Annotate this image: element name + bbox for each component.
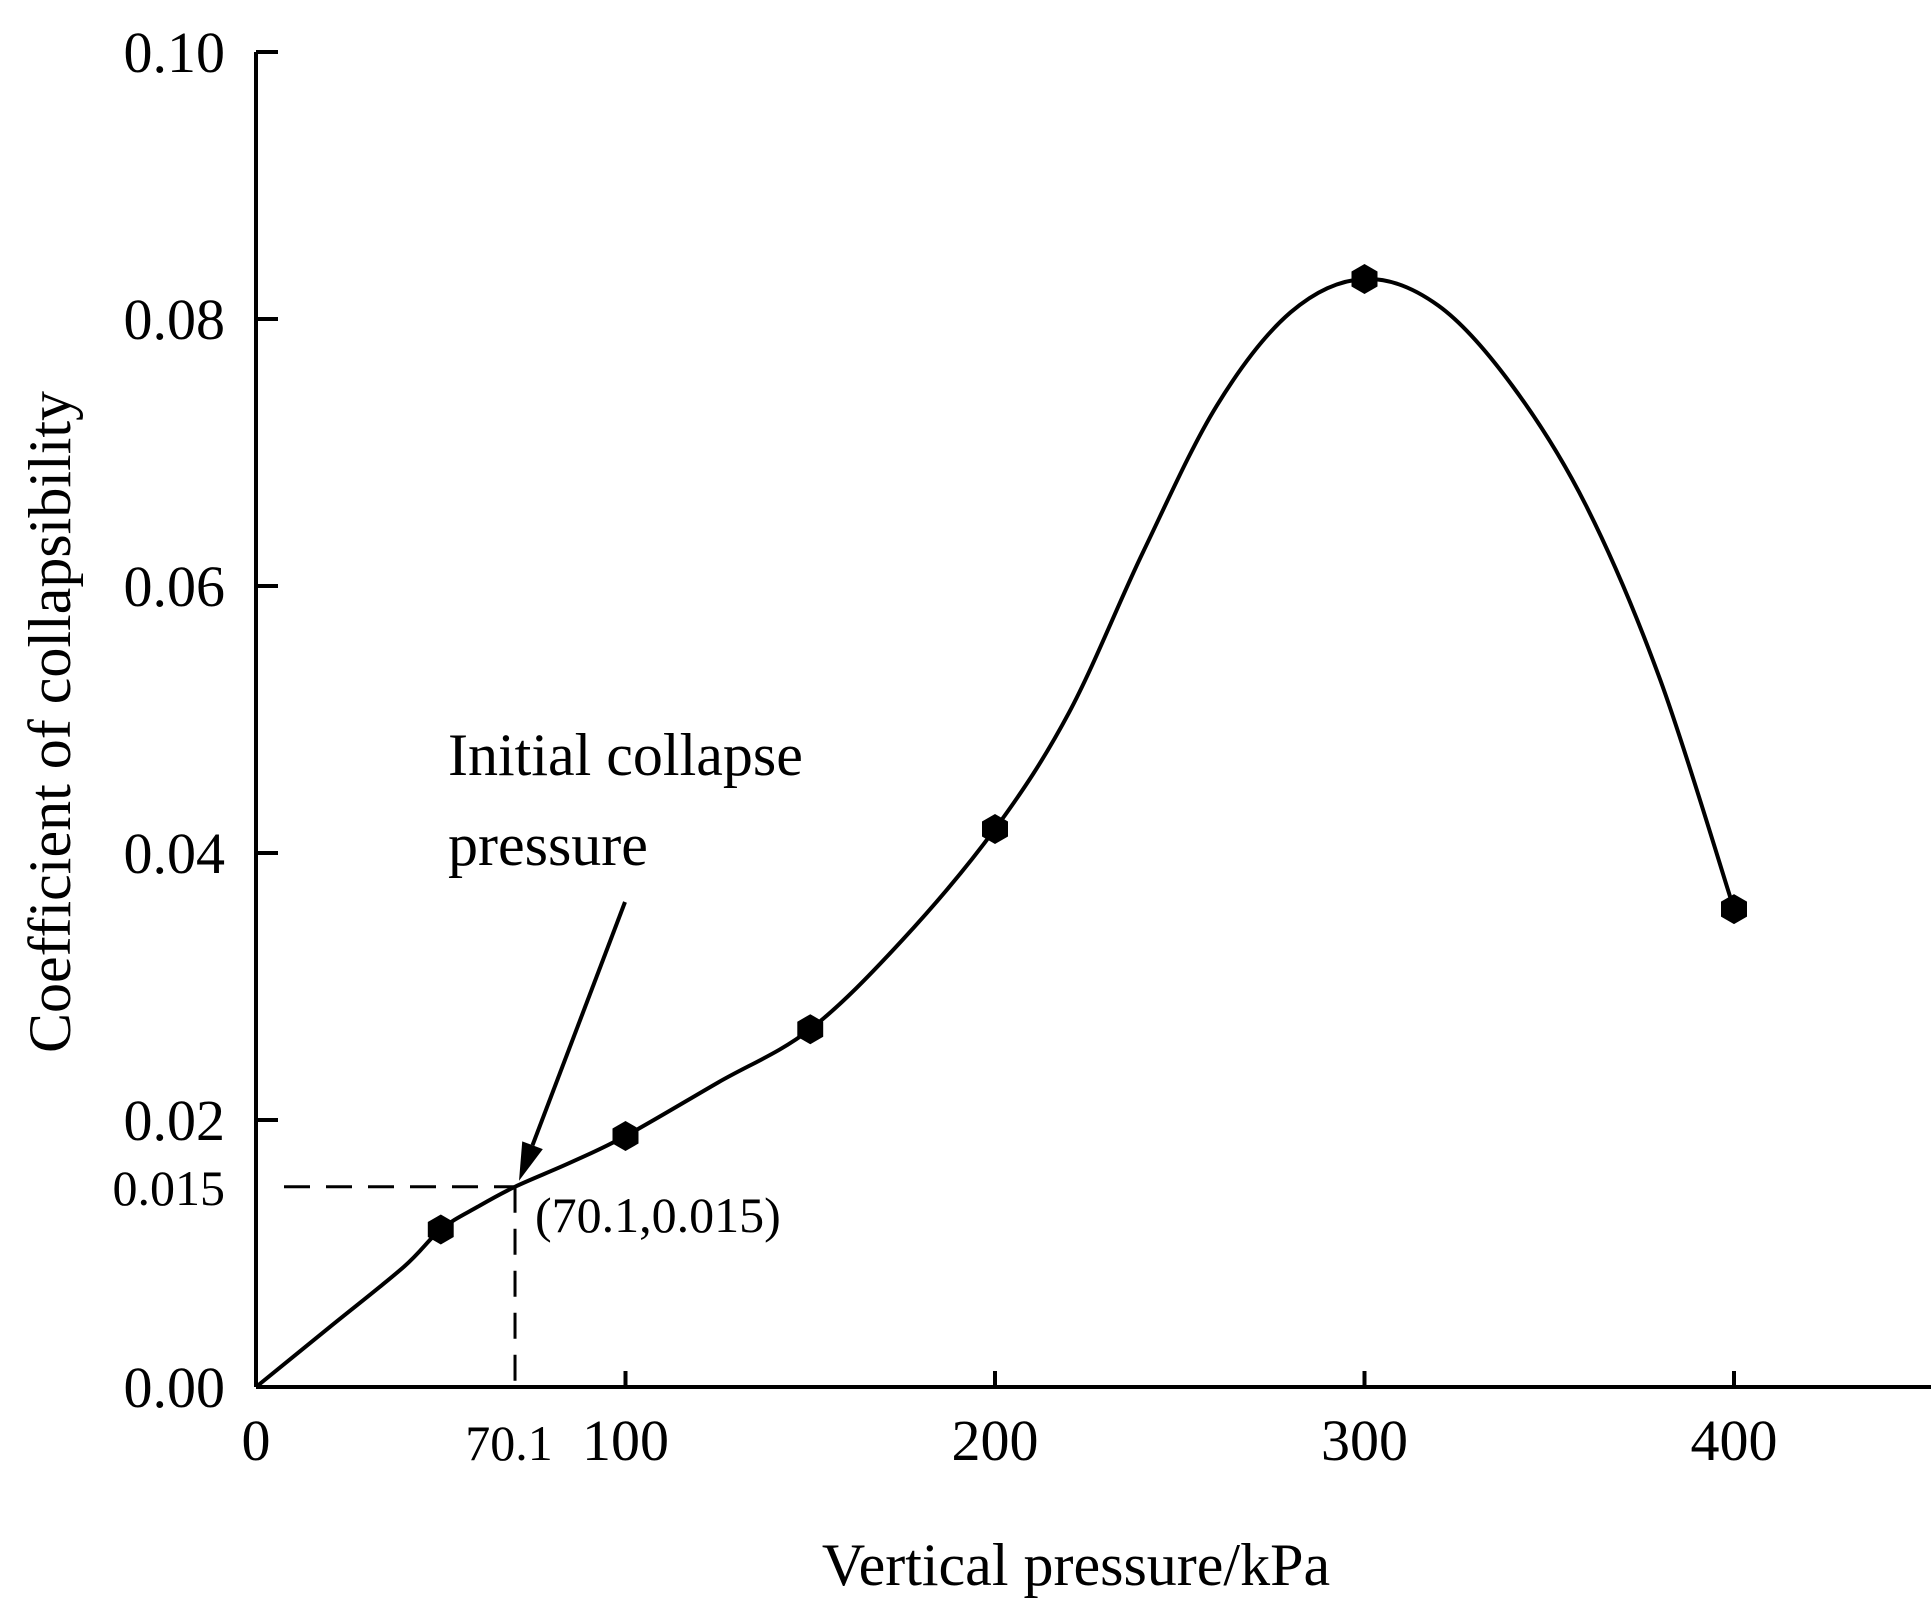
data-point-marker [612,1121,639,1151]
y-tick-label: 0.04 [124,821,226,886]
data-point-marker [797,1014,824,1045]
data-point-marker [1721,894,1747,925]
guide-lines [284,1185,517,1387]
axes [254,52,1931,1389]
data-point-marker [982,814,1008,844]
y-tick-label: 0.08 [124,287,226,352]
x-tick-label: 400 [1691,1408,1778,1473]
annotation: Initial collapse pressure (70.1,0.015) [448,722,803,1243]
x-ticks: 0 100 200 300 400 70.1 [242,1371,1778,1473]
y-tick-label: 0.06 [124,554,226,619]
annotation-arrowhead [519,1141,543,1181]
x-special-tick-label: 70.1 [465,1415,553,1471]
x-axis-title: Vertical pressure/kPa [822,1532,1330,1598]
annotation-text-line1: Initial collapse [448,722,803,788]
y-tick-label: 0.02 [124,1088,226,1153]
data-point-marker [427,1214,454,1245]
y-tick-label: 0.10 [124,20,226,85]
y-tick-label: 0.00 [124,1355,226,1420]
data-markers [427,264,1747,1245]
x-tick-label: 200 [952,1408,1039,1473]
y-special-tick-label: 0.015 [113,1160,226,1216]
y-ticks: 0.00 0.02 0.04 0.06 0.08 0.10 0.015 [113,20,278,1420]
data-point-marker [1351,264,1378,294]
x-tick-label: 300 [1321,1408,1408,1473]
annotation-coordinate-label: (70.1,0.015) [535,1187,781,1243]
x-tick-label: 0 [242,1408,271,1473]
annotation-arrow [530,901,627,1146]
x-tick-label: 100 [582,1408,669,1473]
series-curve [254,276,1736,1389]
y-axis-title: Coefficient of collapsibility [17,391,83,1053]
annotation-text-line2: pressure [448,812,648,878]
